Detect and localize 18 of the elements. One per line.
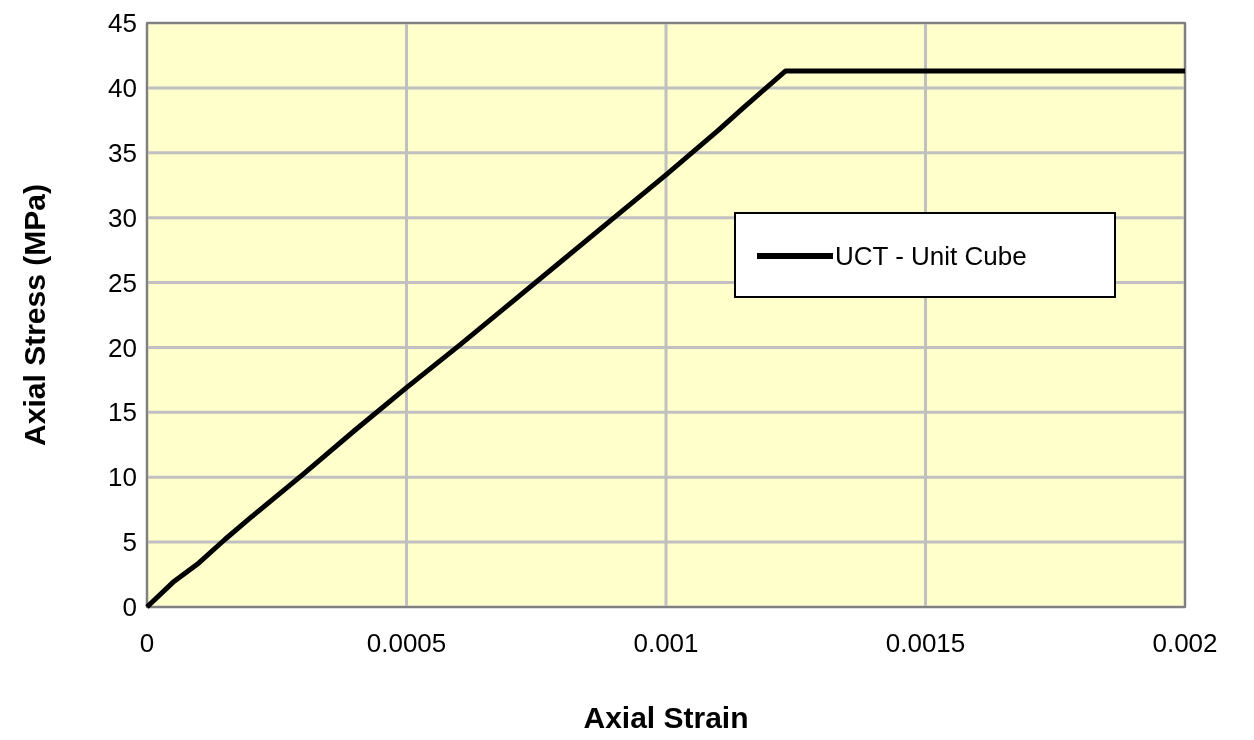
x-tick-label: 0.0005 <box>366 628 447 658</box>
y-tick-label: 10 <box>108 462 137 493</box>
legend-label: UCT - Unit Cube <box>835 241 1027 272</box>
y-tick-label: 30 <box>108 202 137 233</box>
y-tick-label: 40 <box>108 72 137 103</box>
legend: UCT - Unit Cube <box>734 212 1116 298</box>
y-tick-label: 25 <box>108 267 137 298</box>
x-axis-title: Axial Strain <box>583 701 749 734</box>
y-tick-label: 20 <box>108 332 137 363</box>
y-tick-label: 0 <box>122 592 137 623</box>
y-tick-label: 35 <box>108 137 137 168</box>
x-tick-label: 0.001 <box>633 628 699 658</box>
y-tick-label: 45 <box>108 8 137 39</box>
x-tick-label: 0.002 <box>1152 628 1218 658</box>
y-tick-label: 15 <box>108 397 137 428</box>
x-tick-label: 0.0015 <box>885 628 966 658</box>
y-tick-label: 5 <box>122 527 137 558</box>
y-axis-title: Axial Stress (MPa) <box>18 184 51 446</box>
